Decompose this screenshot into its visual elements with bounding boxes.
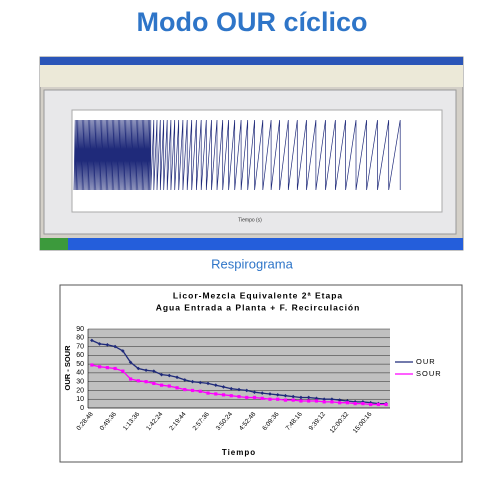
caption: Respirograma bbox=[211, 256, 293, 271]
point-marker bbox=[159, 383, 164, 387]
point-marker bbox=[190, 388, 195, 393]
point-marker bbox=[314, 399, 319, 403]
point-marker bbox=[322, 400, 326, 404]
point-marker bbox=[183, 387, 187, 392]
slide-title: Modo OUR cíclico bbox=[136, 7, 367, 37]
point-marker bbox=[152, 369, 156, 373]
window-titlebar bbox=[40, 57, 463, 65]
point-marker bbox=[190, 379, 195, 384]
point-marker bbox=[237, 394, 241, 399]
legend-label: SOUR bbox=[416, 369, 442, 378]
y-tick-label: 50 bbox=[76, 361, 84, 368]
y-axis-label: OUR - SOUR bbox=[63, 345, 72, 391]
point-marker bbox=[175, 375, 179, 380]
point-marker bbox=[90, 363, 94, 367]
point-marker bbox=[338, 401, 342, 405]
point-marker bbox=[276, 397, 280, 401]
point-marker bbox=[152, 381, 156, 386]
point-marker bbox=[361, 402, 365, 406]
point-marker bbox=[221, 393, 226, 397]
screenshot: Tiempo (s) bbox=[39, 56, 464, 251]
point-marker bbox=[252, 395, 257, 400]
point-marker bbox=[136, 366, 141, 371]
point-marker bbox=[98, 365, 102, 369]
y-tick-label: 60 bbox=[76, 352, 84, 359]
point-marker bbox=[291, 398, 295, 402]
point-marker bbox=[167, 373, 172, 378]
point-marker bbox=[369, 402, 373, 407]
y-tick-label: 40 bbox=[76, 370, 84, 377]
point-marker bbox=[206, 381, 210, 386]
point-marker bbox=[136, 379, 140, 383]
point-marker bbox=[198, 389, 202, 393]
point-marker bbox=[113, 344, 117, 349]
point-marker bbox=[229, 386, 234, 391]
point-marker bbox=[128, 360, 133, 365]
point-marker bbox=[283, 398, 288, 402]
legend-label: OUR bbox=[416, 357, 436, 366]
point-marker bbox=[252, 390, 257, 394]
point-marker bbox=[105, 343, 110, 347]
point-marker bbox=[337, 398, 342, 402]
chart-title: Agua Entrada a Planta + F. Recirculación bbox=[156, 302, 361, 312]
point-marker bbox=[268, 397, 272, 401]
point-marker bbox=[182, 378, 187, 382]
point-marker bbox=[299, 399, 303, 403]
point-marker bbox=[245, 395, 249, 400]
point-marker bbox=[175, 386, 179, 390]
point-marker bbox=[237, 387, 241, 392]
start-button bbox=[40, 238, 68, 250]
point-marker bbox=[206, 391, 210, 395]
point-marker bbox=[113, 366, 117, 371]
point-marker bbox=[159, 372, 164, 377]
point-marker bbox=[97, 342, 102, 346]
point-marker bbox=[314, 396, 319, 401]
point-marker bbox=[144, 380, 148, 384]
point-marker bbox=[229, 394, 233, 398]
y-tick-label: 10 bbox=[76, 396, 84, 403]
point-marker bbox=[213, 383, 218, 387]
point-marker bbox=[167, 384, 171, 388]
taskbar bbox=[40, 238, 463, 250]
point-marker bbox=[121, 349, 125, 353]
point-marker bbox=[90, 338, 94, 343]
point-marker bbox=[353, 402, 357, 406]
point-marker bbox=[322, 397, 326, 402]
sawtooth-trace bbox=[73, 119, 401, 191]
point-marker bbox=[306, 395, 311, 400]
point-marker bbox=[291, 394, 296, 399]
y-tick-label: 80 bbox=[76, 335, 84, 342]
point-marker bbox=[330, 397, 334, 402]
toolbar bbox=[40, 65, 463, 87]
point-marker bbox=[268, 392, 272, 396]
y-tick-label: 70 bbox=[76, 343, 84, 350]
point-marker bbox=[144, 368, 148, 373]
point-marker bbox=[307, 399, 311, 403]
y-tick-label: 20 bbox=[76, 387, 84, 394]
y-tick-label: 30 bbox=[76, 379, 84, 386]
point-marker bbox=[275, 393, 280, 397]
point-marker bbox=[283, 393, 288, 398]
point-marker bbox=[330, 400, 334, 404]
point-marker bbox=[384, 402, 388, 407]
x-axis-label: Tiempo bbox=[222, 448, 256, 457]
point-marker bbox=[260, 391, 265, 395]
point-marker bbox=[244, 388, 249, 393]
point-marker bbox=[299, 395, 303, 400]
y-tick-label: 90 bbox=[76, 326, 84, 333]
screenshot-x-label: Tiempo (s) bbox=[238, 217, 262, 223]
point-marker bbox=[121, 369, 125, 373]
point-marker bbox=[105, 366, 109, 370]
point-marker bbox=[198, 380, 203, 385]
point-marker bbox=[221, 385, 226, 389]
point-marker bbox=[345, 401, 350, 405]
point-marker bbox=[376, 402, 380, 407]
point-marker bbox=[128, 377, 133, 381]
point-marker bbox=[260, 396, 264, 400]
y-tick-label: 0 bbox=[80, 405, 84, 412]
chart-title: Licor-Mezcla Equivalente 2ª Etapa bbox=[173, 290, 343, 300]
point-marker bbox=[214, 392, 218, 396]
